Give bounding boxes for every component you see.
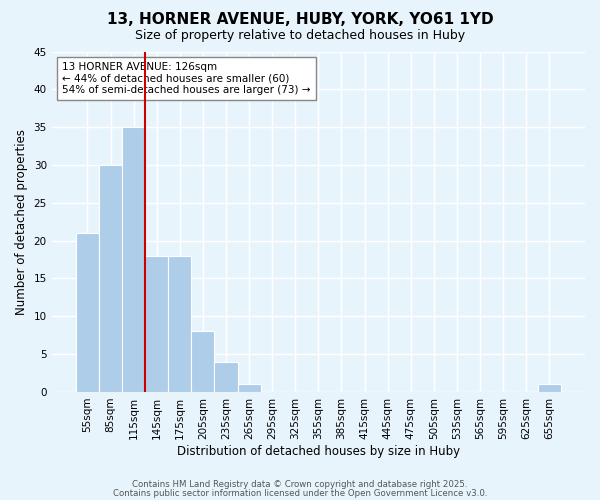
Bar xyxy=(191,332,214,392)
Text: Contains public sector information licensed under the Open Government Licence v3: Contains public sector information licen… xyxy=(113,489,487,498)
Bar xyxy=(76,233,99,392)
Bar xyxy=(238,384,260,392)
Text: 13, HORNER AVENUE, HUBY, YORK, YO61 1YD: 13, HORNER AVENUE, HUBY, YORK, YO61 1YD xyxy=(107,12,493,28)
Bar xyxy=(99,165,122,392)
Bar xyxy=(214,362,238,392)
X-axis label: Distribution of detached houses by size in Huby: Distribution of detached houses by size … xyxy=(177,444,460,458)
Y-axis label: Number of detached properties: Number of detached properties xyxy=(15,128,28,314)
Bar xyxy=(538,384,561,392)
Bar xyxy=(122,127,145,392)
Text: Contains HM Land Registry data © Crown copyright and database right 2025.: Contains HM Land Registry data © Crown c… xyxy=(132,480,468,489)
Bar xyxy=(145,256,168,392)
Text: Size of property relative to detached houses in Huby: Size of property relative to detached ho… xyxy=(135,29,465,42)
Text: 13 HORNER AVENUE: 126sqm
← 44% of detached houses are smaller (60)
54% of semi-d: 13 HORNER AVENUE: 126sqm ← 44% of detach… xyxy=(62,62,311,95)
Bar xyxy=(168,256,191,392)
